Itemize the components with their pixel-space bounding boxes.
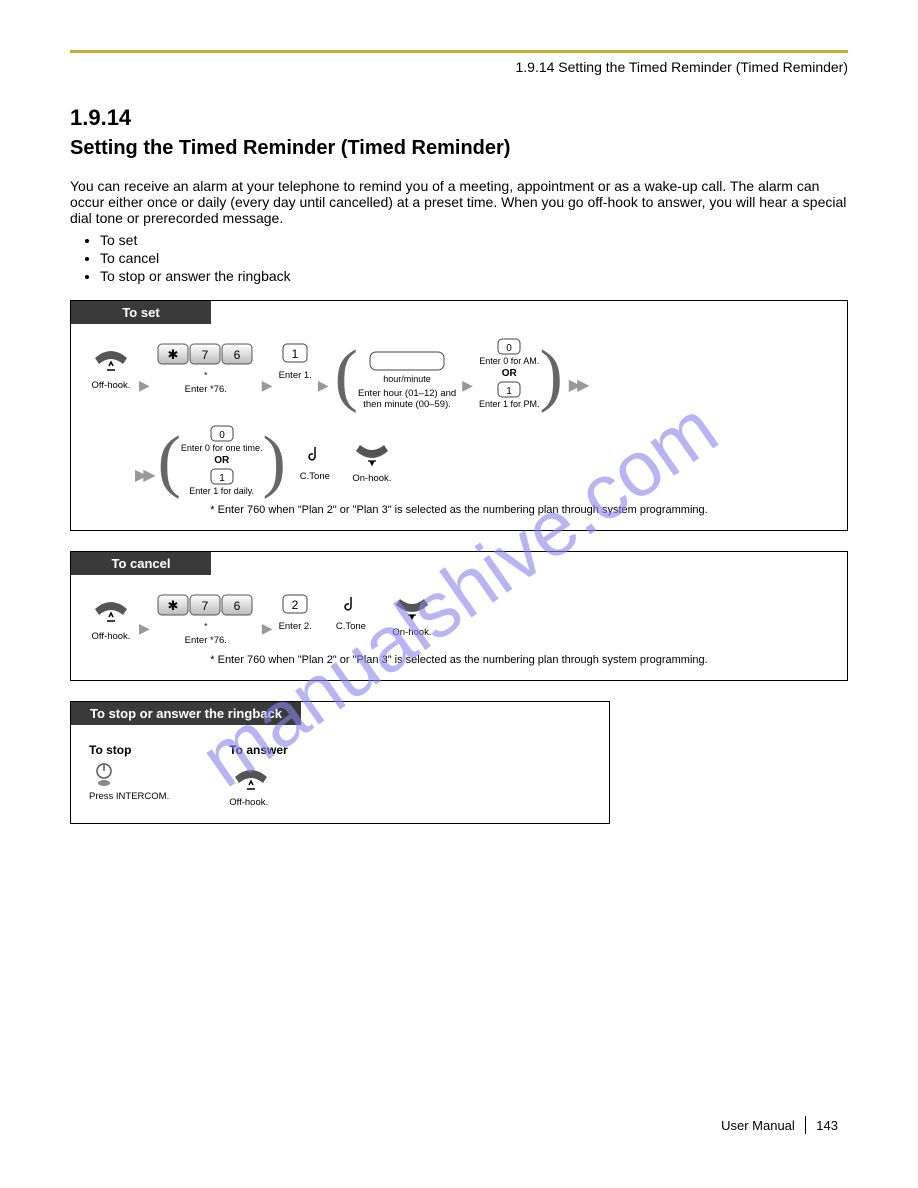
footnote: * Enter 760 when "Plan 2" or "Plan 3" is…: [89, 504, 829, 516]
onhook-step: On-hook.: [350, 439, 394, 484]
svg-text:6: 6: [233, 599, 240, 613]
paren-icon: (: [335, 348, 358, 404]
page-footer: User Manual 143: [721, 1116, 838, 1134]
key-1-icon: 1: [281, 342, 309, 366]
ctone-step: C.Tone: [300, 443, 330, 482]
diagram-tab: To set: [71, 301, 211, 324]
key-2-icon: 2: [281, 593, 309, 617]
keys-star76-icon: ✱ 7 6: [156, 593, 256, 619]
arrow-icon: ▶: [462, 377, 473, 394]
bullet-list: To set To cancel To stop or answer the r…: [100, 232, 848, 284]
onhook-step: On-hook.: [390, 593, 434, 638]
diagram-tab: To stop or answer the ringback: [71, 702, 301, 725]
footer-page: 143: [816, 1118, 838, 1133]
tone-icon: [342, 593, 360, 617]
footer-manual: User Manual: [721, 1118, 795, 1133]
feature-number-step: ✱ 7 6 * Enter *76.: [156, 593, 256, 646]
handset-down-icon: [350, 439, 394, 469]
once-daily-step: 0 Enter 0 for one time. OR 1 Enter 1 for…: [181, 425, 263, 496]
arrow-icon: ▶: [262, 377, 273, 394]
svg-text:7: 7: [201, 348, 208, 362]
diagram-set: To set Off-hook. ▶ ✱ 7 6 *: [70, 300, 848, 531]
svg-text:✱: ✱: [167, 598, 178, 613]
ampm-step: 0 Enter 0 for AM. OR 1 Enter 1 for PM.: [479, 338, 540, 409]
svg-text:✱: ✱: [167, 347, 178, 362]
arrow-icon: ▶▶: [569, 375, 586, 395]
svg-text:6: 6: [233, 348, 240, 362]
top-rule: [70, 50, 848, 53]
arrow-icon: ▶: [318, 377, 329, 394]
arrow-icon: ▶: [139, 620, 150, 637]
keys-star76-icon: ✱ 7 6: [156, 342, 256, 368]
footnote: * Enter 760 when "Plan 2" or "Plan 3" is…: [89, 654, 829, 666]
diagram-stop: To stop or answer the ringback To stop P…: [70, 701, 610, 823]
diagram-tab: To cancel: [71, 552, 211, 575]
handset-up-icon: [89, 342, 133, 376]
intercom-button-icon: [89, 763, 119, 787]
hhmm-step: hour/minute Enter hour (01–12) and then …: [358, 350, 456, 411]
diagram-cancel: To cancel Off-hook. ▶ ✱ 7 6 * Enter *76.: [70, 551, 848, 681]
enter-two-step: 2 Enter 2.: [279, 593, 312, 632]
svg-text:1: 1: [219, 473, 225, 484]
svg-text:0: 0: [506, 343, 512, 354]
handset-up-icon: [229, 763, 273, 793]
arrow-icon: ▶: [139, 377, 150, 394]
offhook-step: Off-hook.: [89, 593, 133, 642]
paren-icon: ): [539, 348, 562, 404]
svg-text:2: 2: [292, 598, 299, 612]
answer-option: To answer Off-hook.: [229, 743, 287, 808]
svg-text:1: 1: [292, 347, 299, 361]
section-title: Setting the Timed Reminder (Timed Remind…: [70, 137, 848, 160]
bullet-item: To set: [100, 232, 848, 248]
bullet-item: To cancel: [100, 250, 848, 266]
hhmm-field-icon: [368, 350, 446, 374]
footer-divider: [805, 1116, 807, 1134]
header-row: 1.9.14 Setting the Timed Reminder (Timed…: [70, 59, 848, 75]
arrow-icon: ▶▶: [135, 465, 152, 485]
svg-text:7: 7: [201, 599, 208, 613]
paren-icon: ): [262, 434, 285, 490]
tone-icon: [306, 443, 324, 467]
section-intro: You can receive an alarm at your telepho…: [70, 178, 848, 226]
enter-one-step: 1 Enter 1.: [279, 342, 312, 381]
stop-option: To stop Press INTERCOM.: [89, 743, 169, 808]
svg-text:1: 1: [506, 386, 512, 397]
key-1-icon: 1: [209, 468, 235, 486]
arrow-icon: ▶: [262, 620, 273, 637]
feature-number-step: ✱ 7 6 * Enter *76.: [156, 342, 256, 395]
ctone-step: C.Tone: [336, 593, 366, 632]
header-section-label: 1.9.14 Setting the Timed Reminder (Timed…: [515, 59, 848, 75]
handset-up-icon: [89, 593, 133, 627]
key-0-icon: 0: [496, 338, 522, 356]
svg-text:0: 0: [219, 430, 225, 441]
offhook-step: Off-hook.: [89, 342, 133, 391]
paren-icon: (: [158, 434, 181, 490]
handset-down-icon: [390, 593, 434, 623]
bullet-item: To stop or answer the ringback: [100, 268, 848, 284]
section-number: 1.9.14: [70, 105, 848, 131]
key-0-icon: 0: [209, 425, 235, 443]
key-1-icon: 1: [496, 381, 522, 399]
